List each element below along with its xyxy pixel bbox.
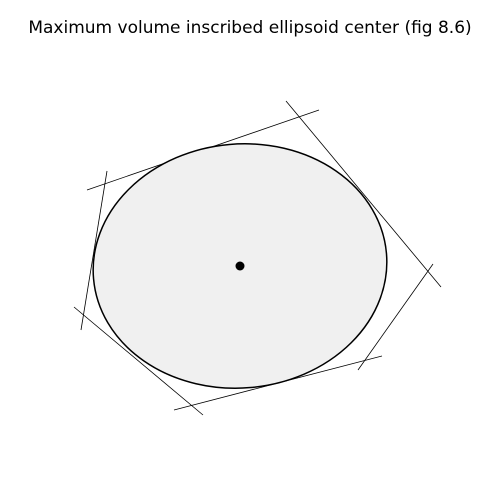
constraint-line-right bbox=[357, 263, 434, 371]
constraint-line-left bbox=[80, 170, 108, 331]
ellipsoid-center-point bbox=[235, 261, 245, 271]
constraint-line-bottom-left bbox=[73, 306, 204, 416]
figure-title: Maximum volume inscribed ellipsoid cente… bbox=[28, 18, 472, 38]
constraint-line-top-right bbox=[285, 100, 442, 288]
